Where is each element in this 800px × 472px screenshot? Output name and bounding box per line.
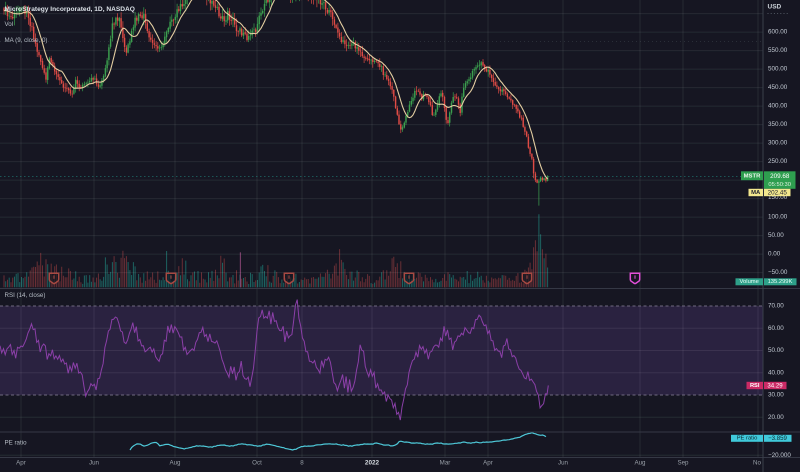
svg-text:400.00: 400.00 [768, 103, 788, 110]
svg-text:100.00: 100.00 [768, 214, 788, 221]
svg-text:250.00: 250.00 [768, 158, 788, 165]
svg-text:50.00: 50.00 [768, 232, 784, 239]
svg-text:500.00: 500.00 [768, 66, 788, 73]
svg-text:Jun: Jun [89, 459, 100, 466]
svg-text:2022: 2022 [365, 459, 380, 466]
svg-text:Sep: Sep [677, 459, 689, 466]
svg-text:RSI (14, close): RSI (14, close) [5, 292, 46, 299]
svg-text:Apr: Apr [16, 459, 26, 466]
svg-text:RSI: RSI [750, 383, 760, 389]
svg-text:50.00: 50.00 [768, 347, 784, 354]
svg-text:450.00: 450.00 [768, 84, 788, 91]
svg-text:Aug: Aug [634, 459, 646, 466]
svg-text:550.00: 550.00 [768, 47, 788, 54]
svg-text:MSTR: MSTR [744, 173, 761, 179]
svg-text:150.00: 150.00 [768, 194, 788, 201]
svg-text:209.68: 209.68 [770, 173, 790, 180]
svg-text:202.45: 202.45 [768, 189, 788, 196]
svg-text:Aug: Aug [169, 459, 181, 466]
svg-text:Jun: Jun [558, 459, 569, 466]
svg-text:34.29: 34.29 [767, 382, 783, 389]
svg-text:PE ratio: PE ratio [5, 440, 28, 447]
svg-text:350.00: 350.00 [768, 121, 788, 128]
svg-text:−20.000: −20.000 [768, 452, 791, 459]
svg-text:Oct: Oct [252, 459, 262, 466]
svg-text:Vol: Vol [5, 21, 14, 28]
svg-text:USD: USD [768, 4, 782, 11]
svg-text:60.00: 60.00 [768, 325, 784, 332]
svg-text:Volume: Volume [740, 279, 759, 285]
svg-text:−50.00: −50.00 [768, 269, 788, 276]
svg-text:70.00: 70.00 [768, 303, 784, 310]
svg-text:Apr: Apr [483, 459, 493, 466]
svg-text:−3.859: −3.859 [768, 435, 787, 442]
svg-text:05:50:30: 05:50:30 [768, 182, 791, 188]
svg-text:0.00: 0.00 [768, 251, 781, 258]
svg-text:40.00: 40.00 [768, 369, 784, 376]
svg-text:30.00: 30.00 [768, 392, 784, 399]
svg-text:MicroStrategy Incorporated, 1D: MicroStrategy Incorporated, 1D, NASDAQ [5, 6, 135, 13]
svg-text:Mar: Mar [440, 459, 451, 466]
svg-text:300.00: 300.00 [768, 140, 788, 147]
svg-text:20.00: 20.00 [768, 414, 784, 421]
svg-text:PE ratio: PE ratio [737, 436, 758, 442]
svg-text:MA (9, close, 0): MA (9, close, 0) [5, 37, 48, 44]
svg-text:600.00: 600.00 [768, 29, 788, 36]
svg-text:8: 8 [300, 459, 304, 466]
svg-text:MA: MA [751, 190, 761, 196]
svg-text:135.299K: 135.299K [768, 279, 793, 285]
svg-text:No: No [753, 459, 761, 466]
